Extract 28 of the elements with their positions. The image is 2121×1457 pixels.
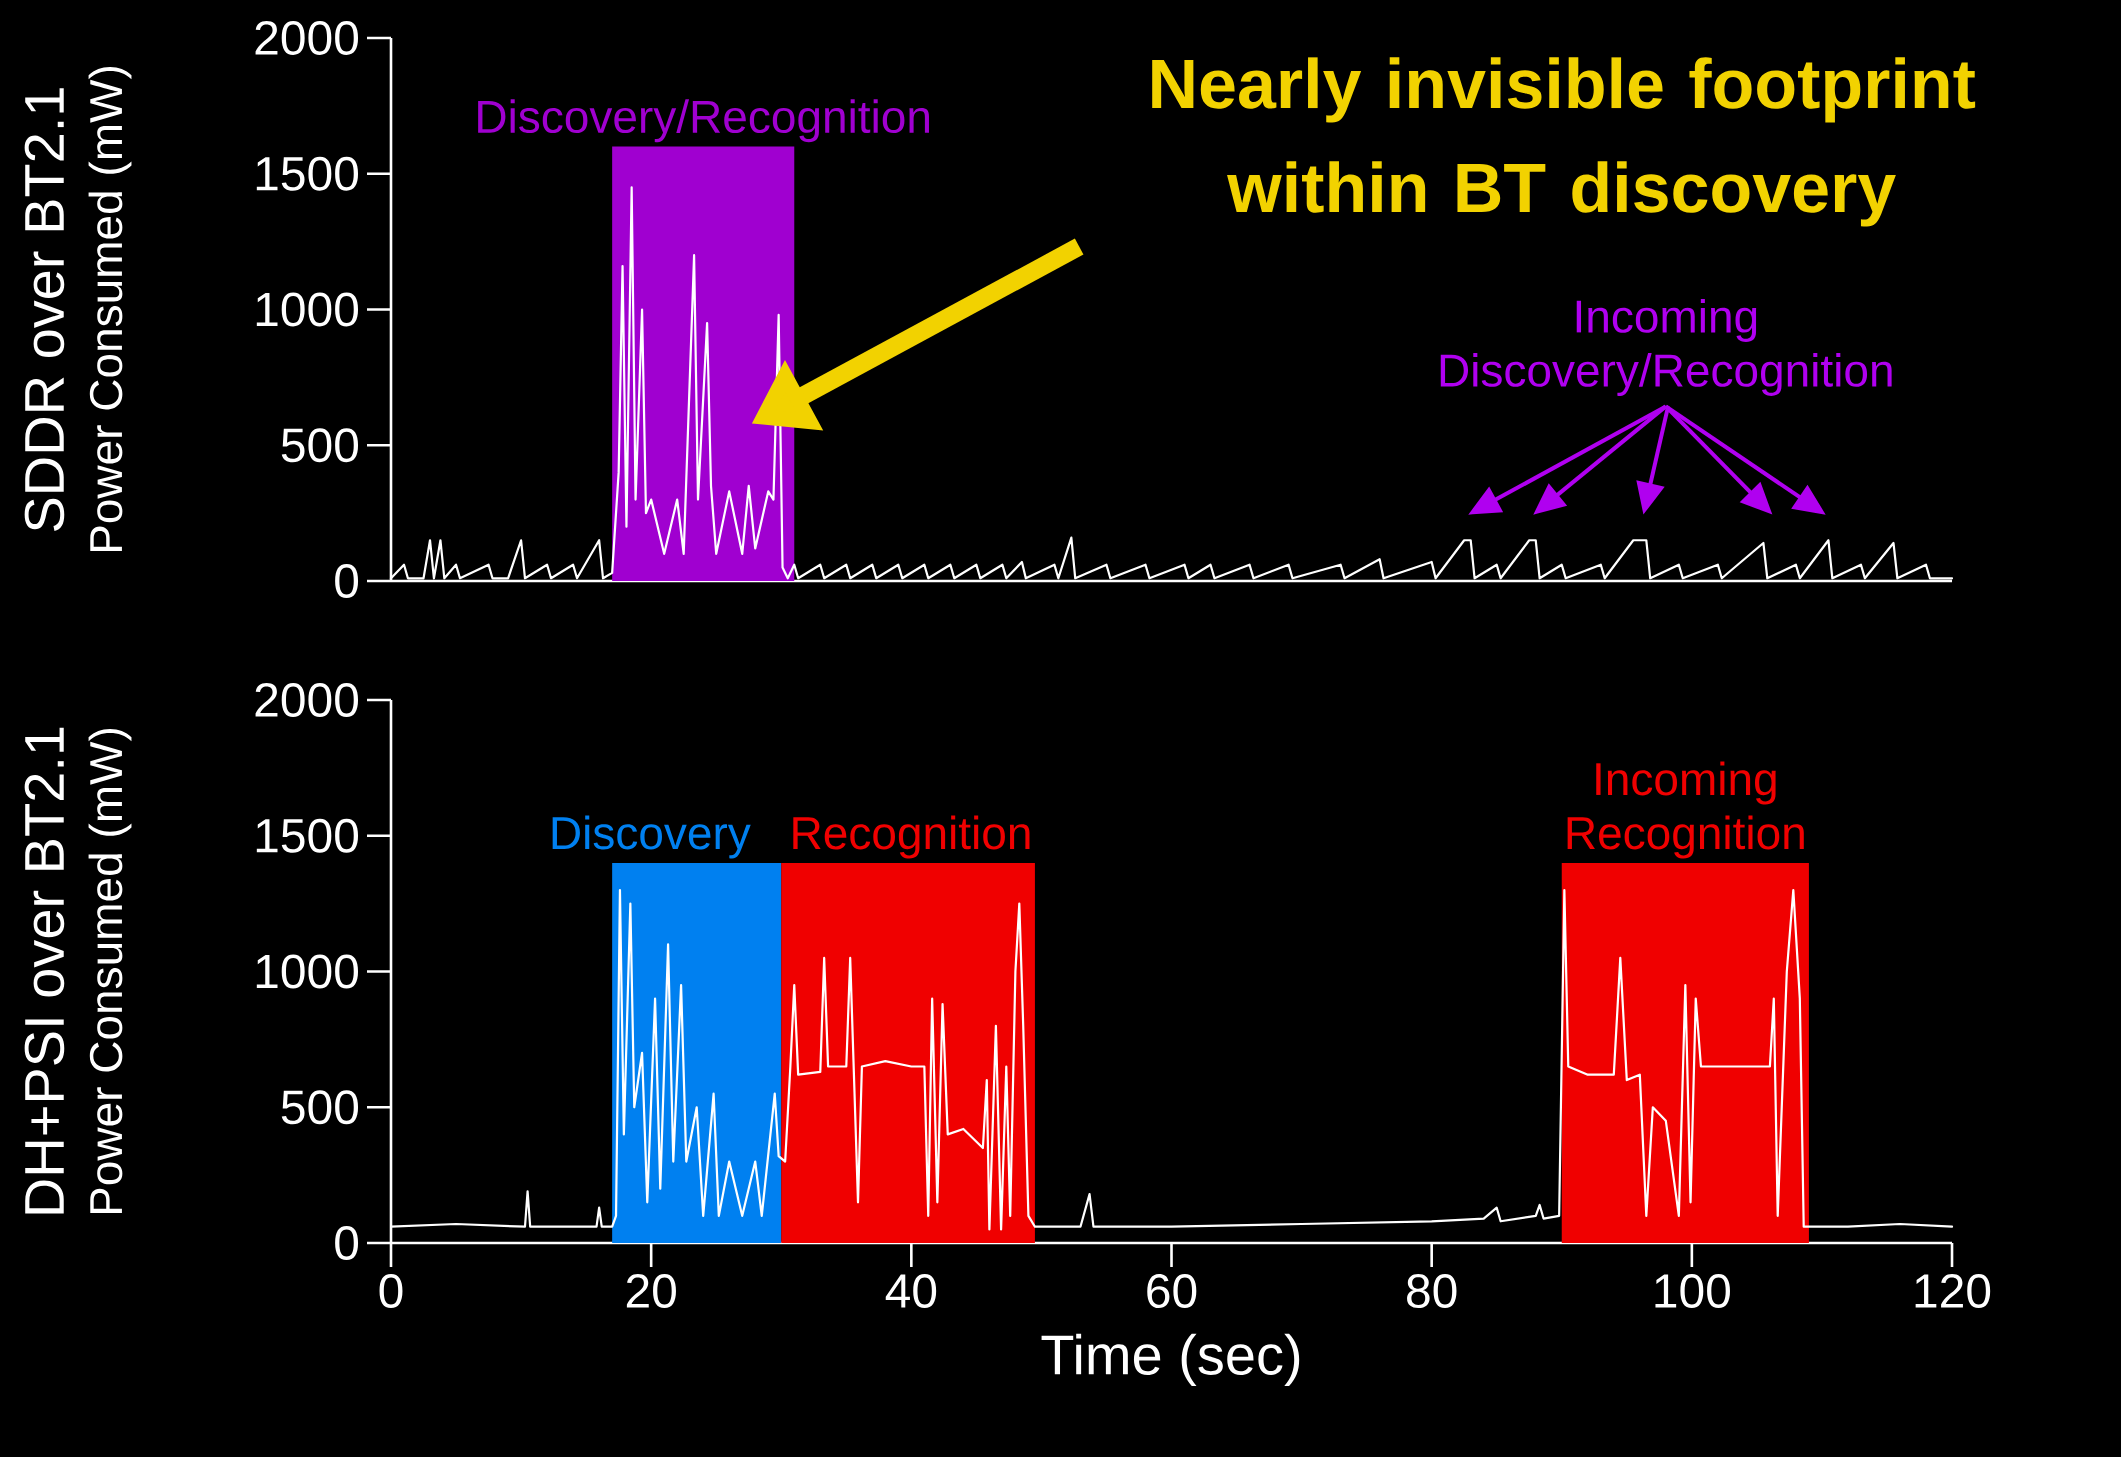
x-tick-label: 120 [1915,1274,1991,1309]
y-tick-label: 2000 [255,21,359,55]
text: Power Consumed (mW) [88,729,132,1214]
band-label: Discovery [552,815,751,859]
y-tick-label: 500 [281,428,359,463]
y-tick-label: 0 [335,1226,359,1260]
band-label: Discovery/Recognition [478,99,929,143]
x-axis-title: Time (sec) [1041,1333,1300,1386]
x-tick-label: 80 [1407,1274,1457,1309]
y-tick-label: 1000 [256,292,359,327]
x-tick-label: 0 [379,1274,403,1309]
y-tick-label: 1500 [256,818,359,853]
y-tick-label: 500 [281,1090,359,1125]
y-tick-label: 1500 [256,156,359,191]
y-axis-title: SDDR over BT2.1 [24,88,65,532]
y-tick-label: 0 [335,564,359,598]
x-tick-label: 20 [626,1274,676,1309]
x-tick-label: 40 [885,1274,937,1309]
annotation: Incoming Discovery/Recognition [1440,299,1892,396]
x-tick-label: 100 [1655,1274,1730,1309]
y-tick-label: 1000 [256,954,359,989]
y-tick-label: 2000 [255,683,359,717]
band-label: Incoming Recognition [1567,761,1804,859]
x-tick-label: 60 [1147,1274,1197,1309]
band-label: Recognition [793,815,1030,859]
y-axis-title: DH+PSI over BT2.1 [24,727,65,1214]
annotation: Nearly invisible footprint within BT discovery [1152,57,1976,227]
text: Power Consumed (mW) [88,67,132,552]
